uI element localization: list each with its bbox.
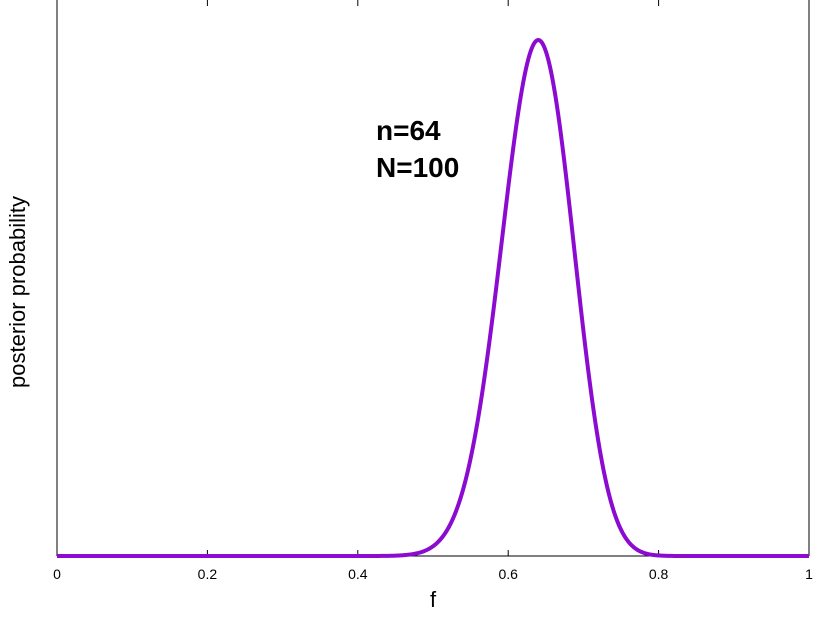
x-tick-label-2: 0.4 bbox=[348, 566, 368, 582]
x-axis-label: f bbox=[430, 587, 437, 612]
x-axis-tick-labels: 0 0.2 0.4 0.6 0.8 1 bbox=[53, 566, 813, 582]
annotation-N: N=100 bbox=[376, 152, 459, 183]
x-axis-ticks bbox=[56, 0, 810, 556]
x-tick-label-4: 0.8 bbox=[649, 566, 669, 582]
annotation-n: n=64 bbox=[376, 115, 441, 146]
posterior-curve bbox=[56, 38, 810, 558]
plot-frame bbox=[56, 0, 810, 557]
x-tick-label-5: 1 bbox=[805, 566, 813, 582]
x-tick-label-1: 0.2 bbox=[198, 566, 218, 582]
x-tick-label-3: 0.6 bbox=[498, 566, 518, 582]
x-tick-label-0: 0 bbox=[53, 566, 61, 582]
y-axis-label: posterior probability bbox=[5, 196, 30, 388]
